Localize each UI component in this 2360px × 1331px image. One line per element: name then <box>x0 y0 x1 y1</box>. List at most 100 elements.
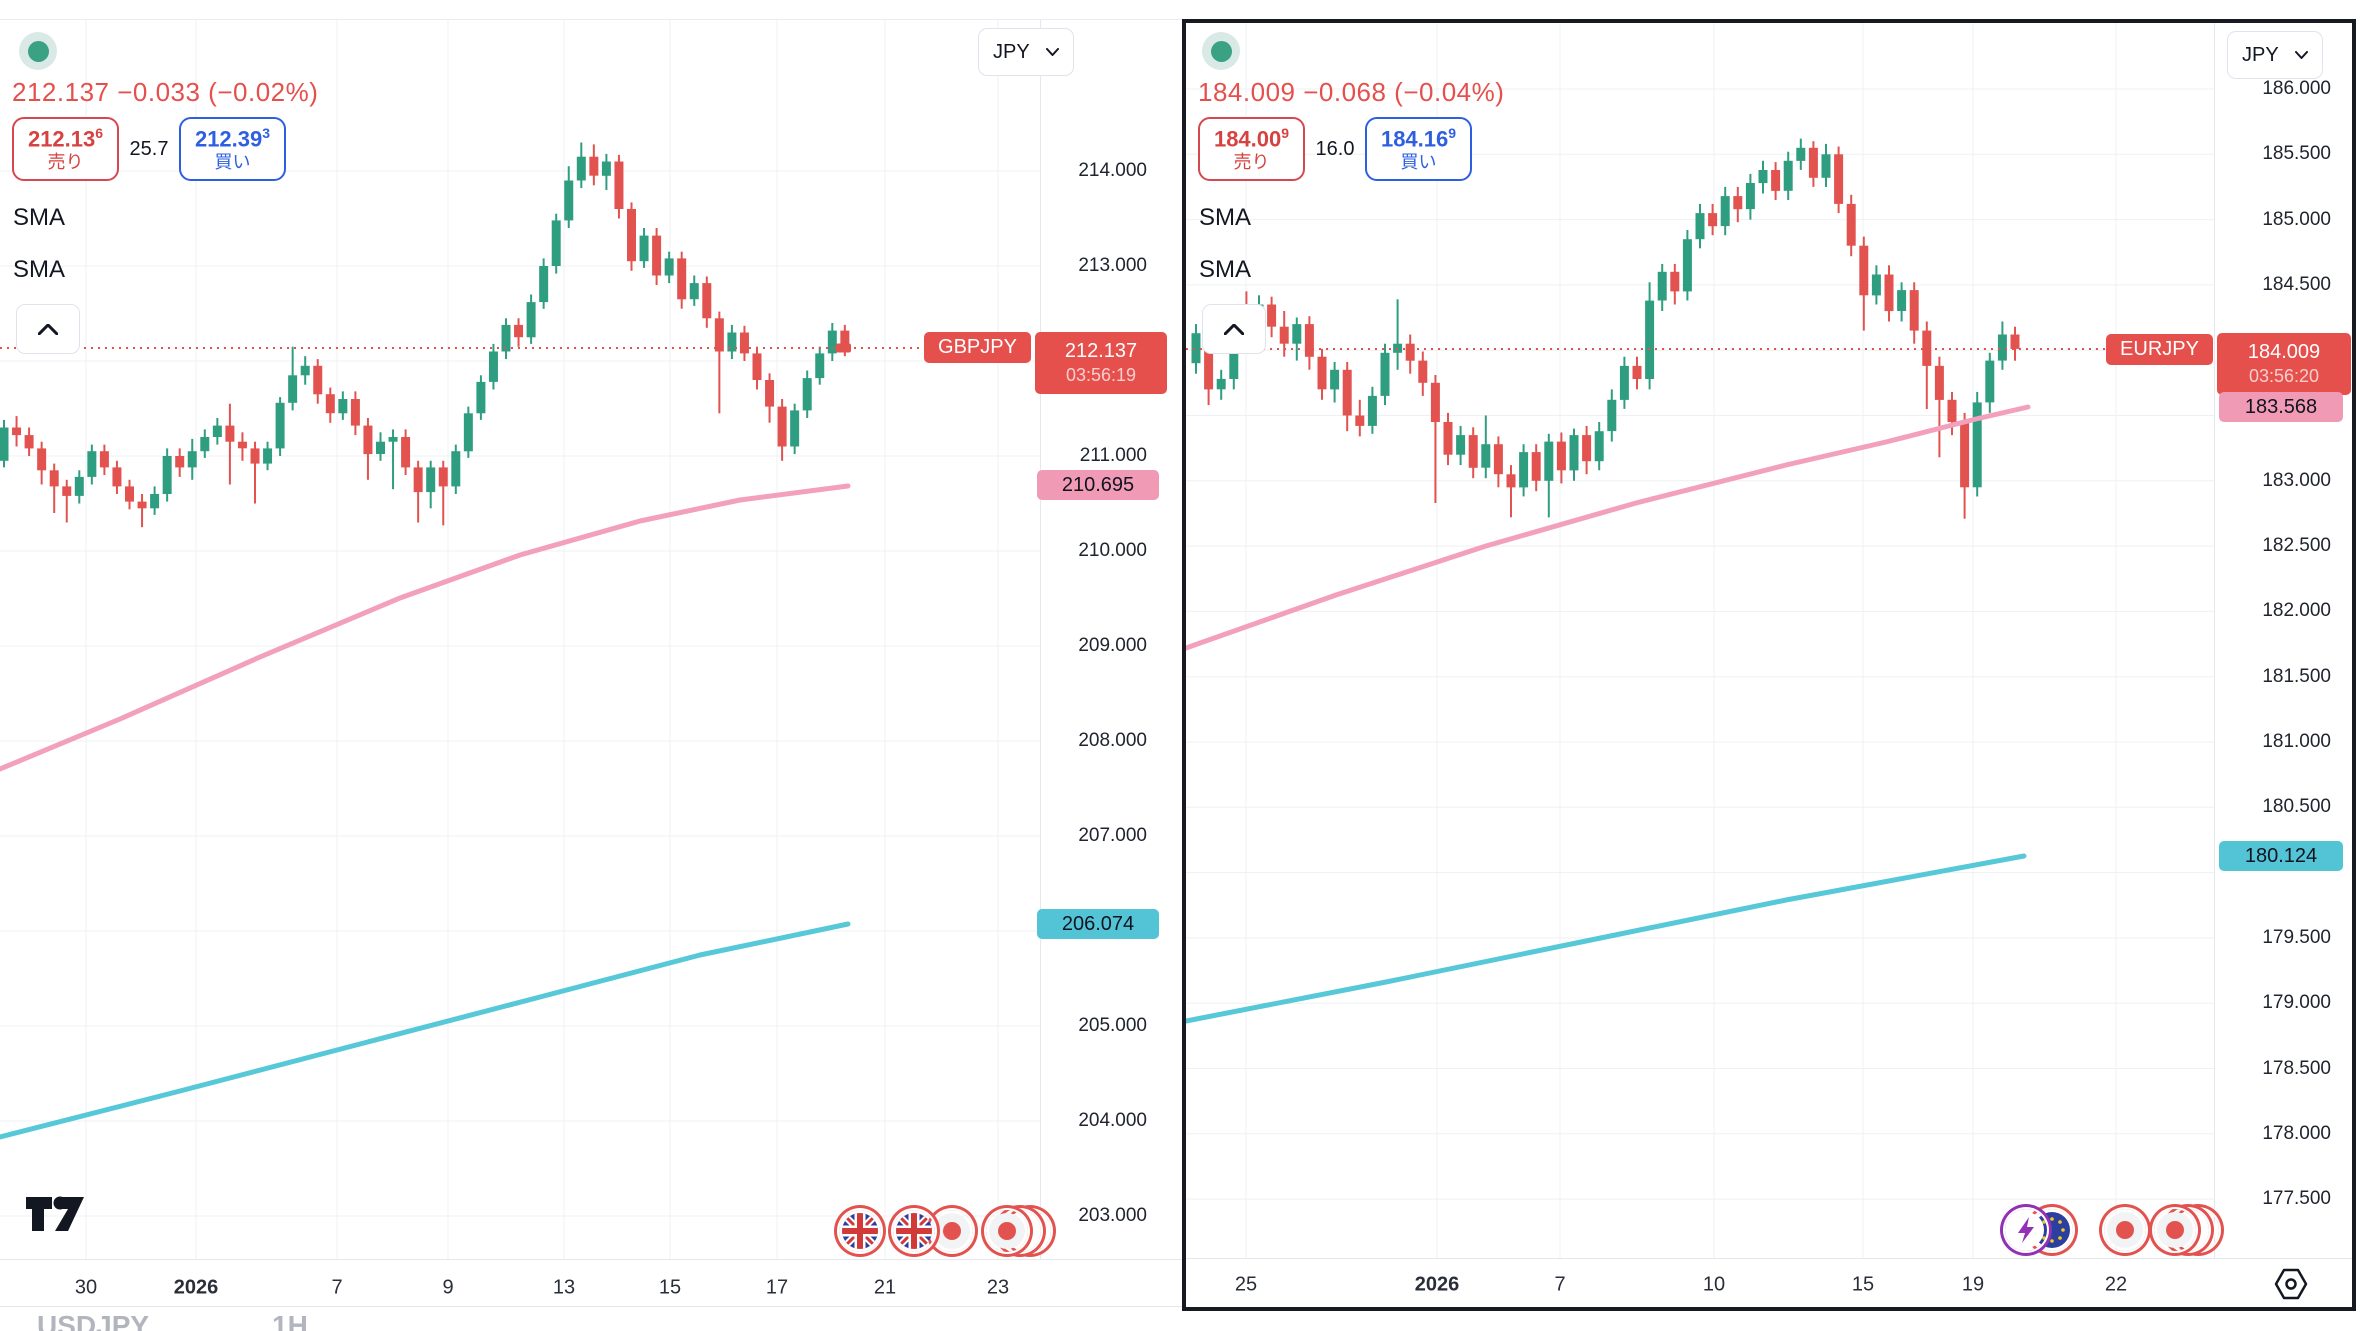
price-axis-label: 209.000 <box>1078 635 1147 656</box>
sell-price: 184.00 <box>1213 126 1282 152</box>
sell-button[interactable]: 212.136 売り <box>12 117 119 181</box>
price-axis-label: 213.000 <box>1078 255 1147 276</box>
date-axis-label: 2026 <box>1414 1273 1460 1296</box>
indicator-legend-sma-1[interactable]: SMA <box>13 204 66 231</box>
time-axis-divider <box>0 1259 1182 1260</box>
flag-jp-icon[interactable] <box>2104 1209 2146 1251</box>
chevron-down-icon <box>1046 48 1059 56</box>
spread-value: 25.7 <box>129 137 169 160</box>
market-status-icon <box>1202 32 1240 70</box>
date-axis-label: 22 <box>2104 1273 2128 1296</box>
last-price-time: 03:56:20 <box>2248 366 2320 387</box>
price-axis-label: 182.000 <box>2262 600 2331 621</box>
quote-line: 212.137 −0.033 (−0.02%) <box>12 77 319 107</box>
price-axis-label: 183.000 <box>2262 470 2331 491</box>
sell-label: 売り <box>1233 151 1270 172</box>
buy-price: 212.39 <box>194 126 263 152</box>
symbol-price-flag: EURJPY <box>2106 334 2213 365</box>
flag-gb-icon[interactable] <box>893 1210 935 1252</box>
buy-button[interactable]: 184.169 買い <box>1365 117 1472 181</box>
last-price-value: 212.137 <box>1064 340 1138 363</box>
price-axis-label: 182.500 <box>2262 535 2331 556</box>
date-axis-label: 2026 <box>173 1276 219 1299</box>
buy-price-pips: 3 <box>262 125 271 142</box>
sell-button[interactable]: 184.009 売り <box>1198 117 1305 181</box>
price-axis-label: 210.000 <box>1078 540 1147 561</box>
flag-gb-icon[interactable] <box>839 1210 881 1252</box>
sell-price: 212.13 <box>27 126 96 152</box>
price-axis-label: 205.000 <box>1078 1015 1147 1036</box>
quick-settings-button[interactable] <box>2272 1265 2310 1307</box>
chevron-up-icon <box>1224 323 1244 335</box>
buy-button[interactable]: 212.393 買い <box>179 117 286 181</box>
sell-price-pips: 9 <box>1281 125 1290 142</box>
flag-jp-icon[interactable] <box>931 1210 973 1252</box>
price-axis-label: 184.500 <box>2262 274 2331 295</box>
price-scale-divider <box>2214 23 2215 1258</box>
sell-label: 売り <box>47 151 84 172</box>
eurjpy-candlestick-chart <box>1186 23 2214 1258</box>
last-price-tag: 212.137 03:56:19 <box>1035 332 1167 394</box>
gbpjpy-candlestick-chart <box>0 20 1040 1259</box>
chevron-down-icon <box>2295 51 2308 59</box>
last-price-tag: 184.009 03:56:20 <box>2217 333 2351 395</box>
price-scale-divider <box>1040 20 1041 1259</box>
price-axis-label: 180.500 <box>2262 796 2331 817</box>
buy-price-pips: 9 <box>1448 125 1457 142</box>
price-axis-label: 181.000 <box>2262 731 2331 752</box>
flag-jp-icon[interactable] <box>986 1210 1028 1252</box>
indicator-legend-sma-1[interactable]: SMA <box>1199 204 1252 231</box>
chart-pane-gbpjpy: 214.000 213.000 211.000 210.000 209.000 208.0… <box>0 19 1182 1331</box>
chart-pane-eurjpy: 186.000 185.500 185.000 184.500 183.000 182.5… <box>1182 19 2356 1311</box>
price-axis-label: 204.000 <box>1078 1110 1147 1131</box>
currency-dropdown[interactable]: JPY <box>2227 31 2323 79</box>
time-axis-divider <box>1186 1258 2352 1259</box>
tradingview-logo[interactable] <box>24 1193 86 1238</box>
date-axis-label: 25 <box>1234 1273 1258 1296</box>
next-chart-symbol[interactable]: USDJPY <box>37 1310 150 1331</box>
date-axis-label: 23 <box>986 1276 1010 1299</box>
chevron-up-icon <box>38 323 58 335</box>
price-axis-label: 178.500 <box>2262 1058 2331 1079</box>
price-axis-label: 179.500 <box>2262 927 2331 948</box>
last-price-value: 184.009 <box>2247 341 2321 364</box>
price-axis-label: 207.000 <box>1078 825 1147 846</box>
sma-value-tag: 206.074 <box>1037 909 1159 939</box>
settings-hexagon-icon <box>2274 1268 2308 1300</box>
sell-price-pips: 6 <box>95 125 104 142</box>
price-axis-label: 186.000 <box>2262 78 2331 99</box>
symbol-price-flag: GBPJPY <box>924 332 1031 363</box>
quote-line: 184.009 −0.068 (−0.04%) <box>1198 77 1505 107</box>
currency-dropdown-value: JPY <box>993 40 1030 63</box>
date-axis-label: 17 <box>765 1276 789 1299</box>
date-axis-label: 15 <box>658 1276 682 1299</box>
flag-events-icon[interactable] <box>2005 1209 2047 1251</box>
buy-label: 買い <box>1400 151 1437 172</box>
date-axis-label: 21 <box>873 1276 897 1299</box>
price-axis-label: 211.000 <box>1079 445 1147 466</box>
price-axis-label: 214.000 <box>1078 160 1147 181</box>
market-status-icon <box>19 32 57 70</box>
collapse-legend-button[interactable] <box>1202 304 1266 354</box>
indicator-legend-sma-2[interactable]: SMA <box>13 256 66 283</box>
sma-value-tag: 183.568 <box>2219 392 2343 422</box>
buy-label: 買い <box>214 151 251 172</box>
next-chart-timeframe[interactable]: 1H <box>272 1310 308 1331</box>
price-axis-label: 208.000 <box>1078 730 1147 751</box>
last-price-time: 03:56:19 <box>1065 365 1137 386</box>
date-axis-label: 15 <box>1851 1273 1875 1296</box>
collapse-legend-button[interactable] <box>16 304 80 354</box>
date-axis-label: 10 <box>1702 1273 1726 1296</box>
price-axis-label: 185.000 <box>2262 209 2331 230</box>
bottom-divider <box>0 1306 1182 1307</box>
currency-dropdown-value: JPY <box>2242 43 2279 66</box>
flag-jp-icon[interactable] <box>2154 1209 2196 1251</box>
date-axis-label: 30 <box>74 1276 98 1299</box>
price-axis-label: 181.500 <box>2262 666 2331 687</box>
indicator-legend-sma-2[interactable]: SMA <box>1199 256 1252 283</box>
date-axis-label: 9 <box>442 1276 454 1299</box>
currency-dropdown[interactable]: JPY <box>978 28 1074 76</box>
buy-price: 184.16 <box>1380 126 1449 152</box>
date-axis-label: 7 <box>331 1276 343 1299</box>
price-axis-label: 179.000 <box>2262 992 2331 1013</box>
